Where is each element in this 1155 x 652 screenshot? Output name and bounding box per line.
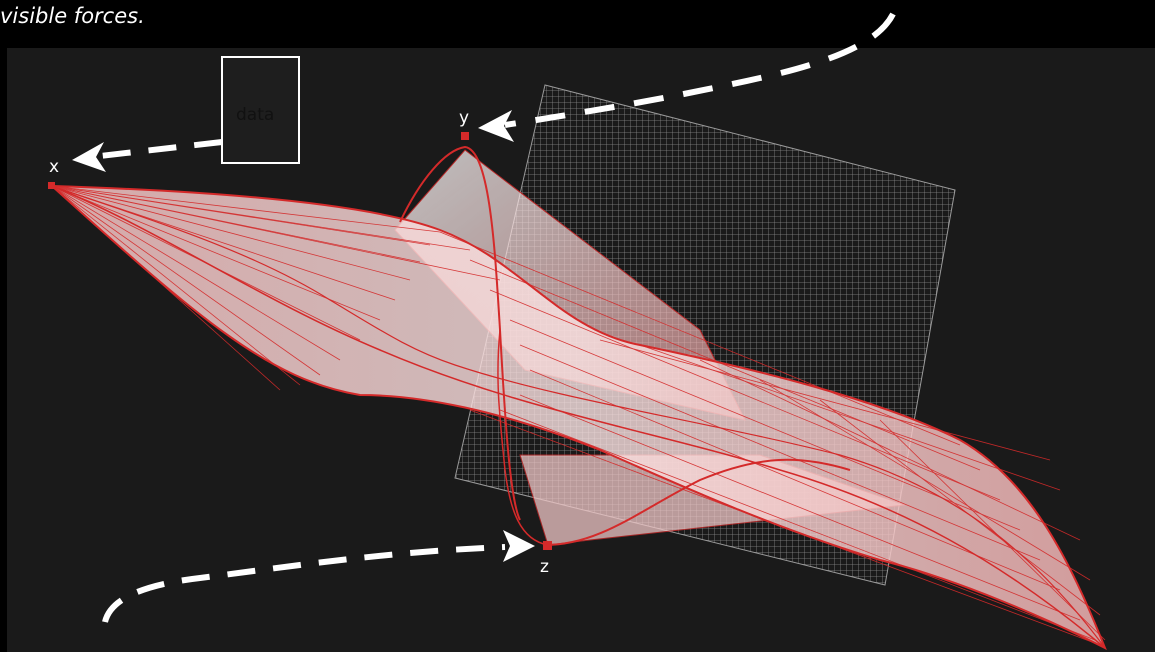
data-box-label: data (236, 105, 274, 125)
curve-to-z-2 (497, 329, 549, 546)
axis-label-y: y (459, 108, 469, 128)
dashed-arrow-to-z (102, 530, 535, 623)
figure-caption: visible forces. (0, 4, 145, 28)
curve-to-z (544, 458, 851, 546)
vertex-x-marker (48, 182, 55, 189)
axis-label-z: z (540, 557, 549, 577)
data-box (221, 56, 300, 164)
vertex-y-marker (461, 132, 469, 140)
ribbon-surface (49, 184, 1107, 651)
dashed-arrow-to-y (478, 12, 896, 142)
dashed-arrow-to-x (72, 139, 223, 172)
curve-to-y (399, 145, 521, 521)
axis-label-x: x (49, 157, 59, 177)
vertex-z-marker (543, 541, 552, 550)
